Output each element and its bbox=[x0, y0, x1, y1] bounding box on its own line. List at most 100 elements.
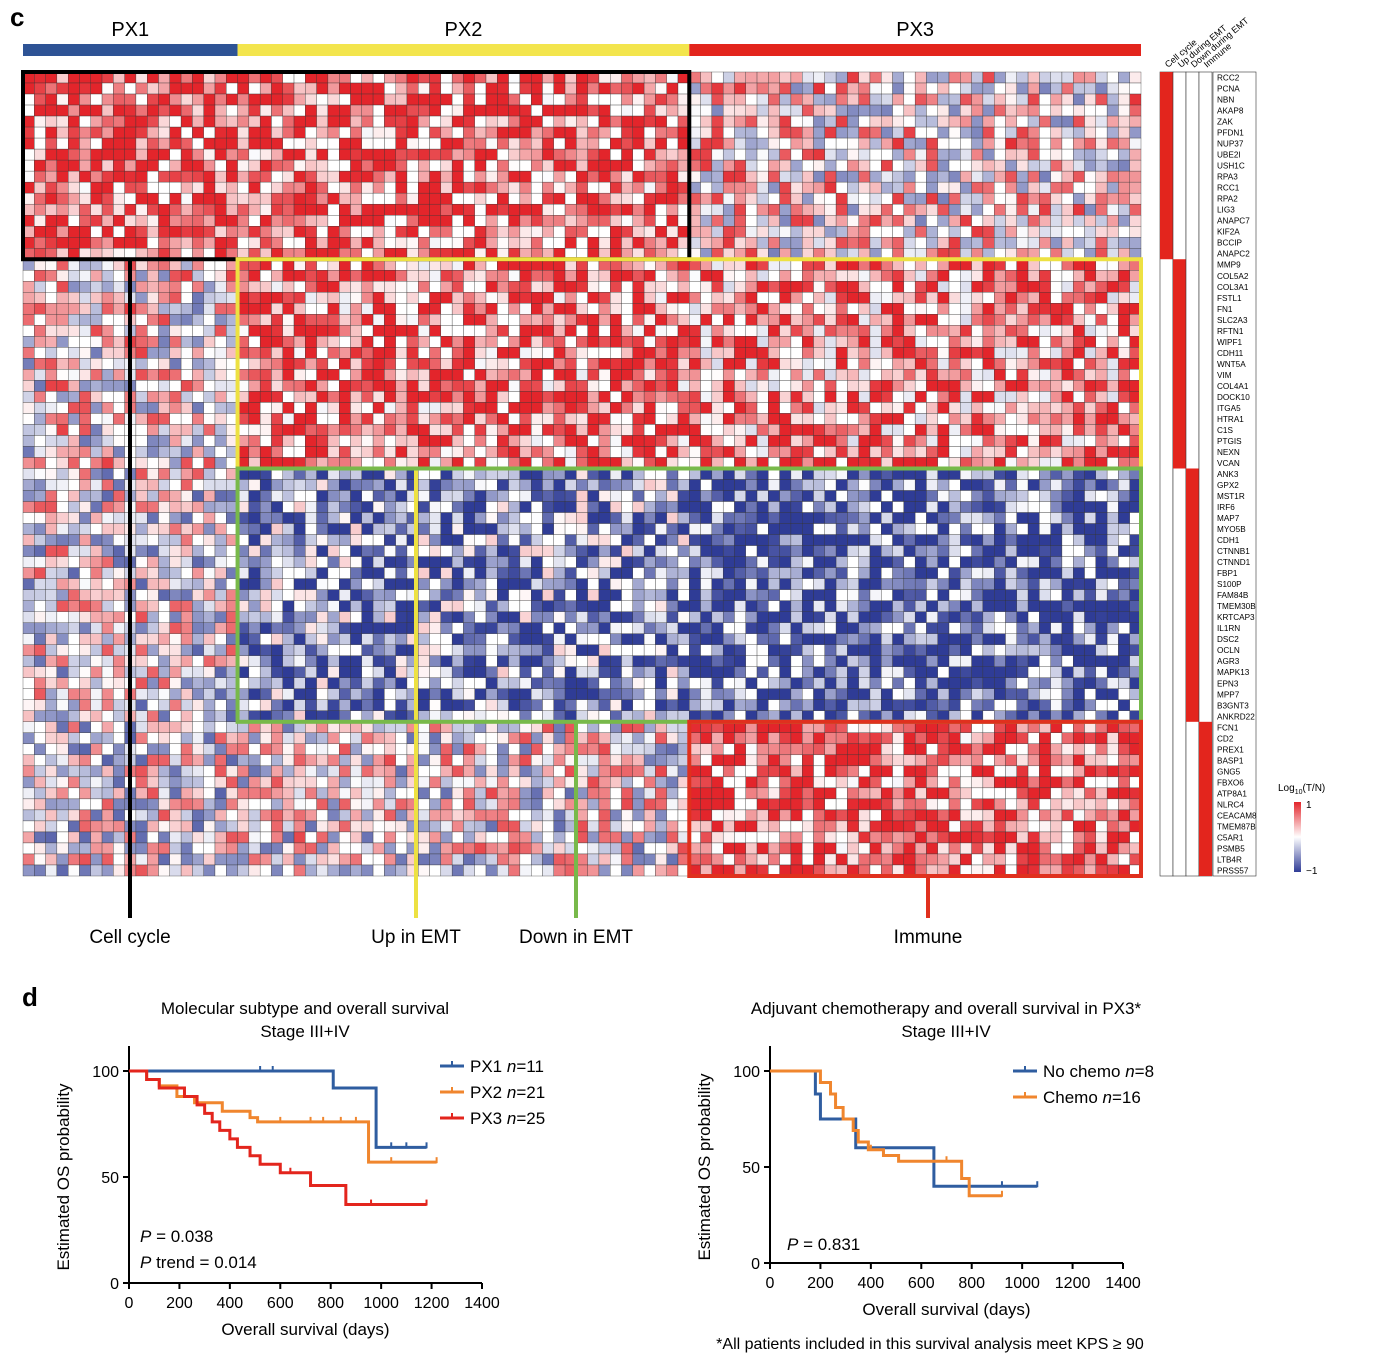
heatmap-cell bbox=[259, 237, 272, 249]
heatmap-cell bbox=[361, 490, 374, 502]
heatmap-cell bbox=[45, 104, 58, 117]
heatmap-cell bbox=[282, 170, 295, 183]
heatmap-cell bbox=[881, 215, 893, 227]
heatmap-cell bbox=[56, 523, 69, 535]
heatmap-cell bbox=[689, 556, 701, 568]
heatmap-cell bbox=[418, 391, 430, 403]
heatmap-cell bbox=[67, 203, 80, 216]
heatmap-cell bbox=[384, 281, 396, 293]
heatmap-cell bbox=[45, 402, 58, 414]
heatmap-cell bbox=[937, 424, 950, 436]
heatmap-cell bbox=[768, 336, 780, 348]
heatmap-cell bbox=[316, 281, 329, 293]
heatmap-cell bbox=[508, 446, 521, 458]
heatmap-cell bbox=[34, 192, 46, 205]
heatmap-cell bbox=[350, 292, 362, 304]
heatmap-cell bbox=[598, 93, 611, 106]
heatmap-cell bbox=[45, 479, 58, 491]
heatmap-cell bbox=[643, 534, 656, 546]
heatmap-cell bbox=[169, 325, 182, 337]
heatmap-cell bbox=[666, 148, 679, 161]
heatmap-cell bbox=[960, 490, 972, 502]
heatmap-cell bbox=[1061, 148, 1074, 161]
heatmap-cell bbox=[587, 159, 600, 172]
heatmap-cell bbox=[1027, 380, 1040, 392]
heatmap-cell bbox=[1073, 71, 1085, 84]
heatmap-cell bbox=[576, 600, 588, 612]
heatmap-cell bbox=[180, 281, 193, 293]
heatmap-cell bbox=[677, 347, 690, 359]
heatmap-cell bbox=[587, 148, 600, 161]
heatmap-cell bbox=[937, 490, 950, 502]
heatmap-cell bbox=[67, 402, 80, 414]
heatmap-cell bbox=[1005, 270, 1017, 282]
heatmap-cell bbox=[293, 578, 306, 590]
heatmap-cell bbox=[982, 71, 995, 84]
heatmap-cell bbox=[56, 93, 69, 106]
heatmap-cell bbox=[1061, 435, 1074, 447]
heatmap-cell bbox=[45, 325, 58, 337]
heatmap-cell bbox=[56, 192, 69, 205]
heatmap-cell bbox=[372, 148, 385, 161]
heatmap-cell bbox=[429, 490, 442, 502]
heatmap-cell bbox=[531, 292, 543, 304]
heatmap-cell bbox=[418, 215, 430, 227]
heatmap-cell bbox=[711, 192, 724, 205]
heatmap-cell bbox=[327, 226, 340, 238]
heatmap-cell bbox=[1095, 512, 1108, 524]
heatmap-cell bbox=[1084, 82, 1097, 95]
heatmap-cell bbox=[643, 82, 656, 95]
heatmap-cell bbox=[497, 181, 509, 194]
heatmap-cell bbox=[101, 391, 114, 403]
heatmap-cell bbox=[169, 556, 182, 568]
heatmap-cell bbox=[372, 600, 385, 612]
heatmap-cell bbox=[124, 215, 137, 227]
heatmap-cell bbox=[689, 281, 701, 293]
heatmap-cell bbox=[768, 380, 780, 392]
heatmap-cell bbox=[598, 292, 611, 304]
heatmap-cell bbox=[1039, 115, 1051, 128]
heatmap-cell bbox=[34, 181, 46, 194]
heatmap-cell bbox=[147, 170, 159, 183]
heatmap-cell bbox=[881, 93, 893, 106]
heatmap-cell bbox=[768, 303, 780, 315]
heatmap-cell bbox=[192, 126, 204, 139]
heatmap-cell bbox=[711, 303, 724, 315]
heatmap-cell bbox=[395, 93, 408, 106]
heatmap-cell bbox=[610, 578, 622, 590]
heatmap-cell bbox=[192, 93, 204, 106]
heatmap-cell bbox=[451, 270, 464, 282]
heatmap-cell bbox=[700, 71, 713, 84]
heatmap-cell bbox=[790, 358, 803, 370]
heatmap-cell bbox=[192, 391, 204, 403]
heatmap-cell bbox=[45, 622, 58, 634]
heatmap-cell bbox=[982, 358, 995, 370]
heatmap-cell bbox=[384, 567, 396, 579]
heatmap-cell bbox=[508, 358, 521, 370]
heatmap-cell bbox=[1016, 137, 1029, 150]
heatmap-cell bbox=[1027, 148, 1040, 161]
heatmap-cell bbox=[598, 325, 611, 337]
heatmap-cell bbox=[305, 622, 317, 634]
heatmap-cell bbox=[587, 82, 600, 95]
heatmap-cell bbox=[45, 413, 58, 425]
heatmap-cell bbox=[282, 512, 295, 524]
heatmap-cell bbox=[621, 402, 633, 414]
heatmap-cell bbox=[135, 93, 148, 106]
heatmap-cell bbox=[621, 181, 633, 194]
heatmap-cell bbox=[1061, 215, 1074, 227]
heatmap-cell bbox=[508, 270, 521, 282]
heatmap-cell bbox=[722, 347, 735, 359]
heatmap-cell bbox=[689, 567, 701, 579]
heatmap-cell bbox=[790, 369, 803, 381]
heatmap-cell bbox=[553, 270, 566, 282]
heatmap-cell bbox=[643, 479, 656, 491]
heatmap-cell bbox=[1084, 358, 1097, 370]
heatmap-cell bbox=[768, 148, 780, 161]
heatmap-cell bbox=[700, 600, 713, 612]
heatmap-cell bbox=[124, 104, 137, 117]
heatmap-cell bbox=[576, 126, 588, 139]
heatmap-cell bbox=[113, 369, 125, 381]
heatmap-cell bbox=[576, 137, 588, 150]
heatmap-cell bbox=[734, 534, 746, 546]
